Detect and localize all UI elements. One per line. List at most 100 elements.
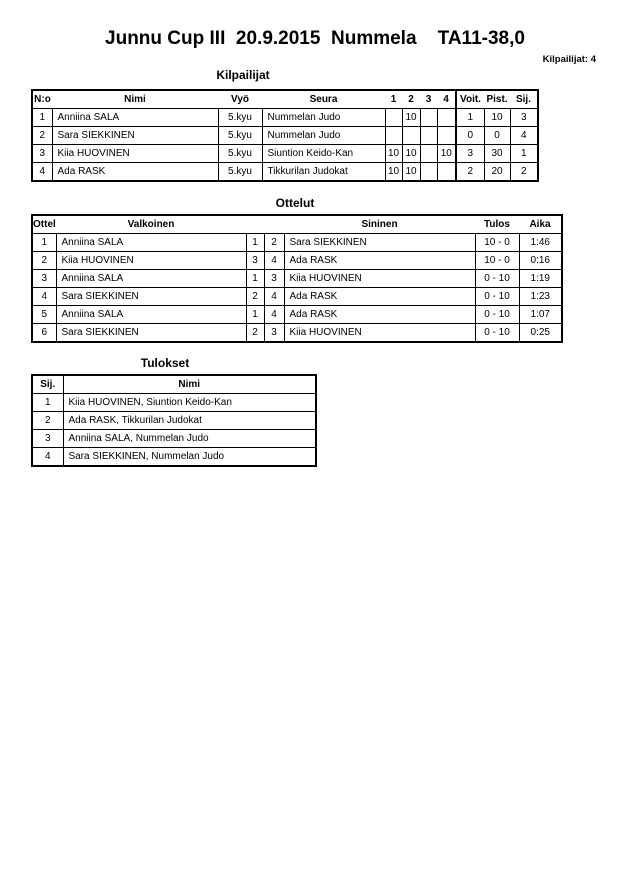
table-cell: 10 - 0 [474,251,520,270]
table-cell [419,126,438,145]
table-cell: Anniina SALA, Nummelan Judo [62,429,317,448]
table-cell: 2 [509,162,539,182]
table-cell: 2 [31,251,57,270]
table-cell: 0 [483,126,511,145]
table-cell [436,108,457,127]
table-cell: 2 [31,411,64,430]
table-cell: 5.kyu [217,162,263,182]
table-cell: 4 [263,305,285,324]
table-cell: Kiia HUOVINEN [283,269,476,288]
competitor-count: Kilpailijat: 4 [542,54,596,65]
table-cell: Anniina SALA [51,108,219,127]
table-cell: Ada RASK, Tikkurilan Judokat [62,411,317,430]
matches-header-row: Ottelu Valkoinen Sininen Tulos Aika [32,215,562,234]
table-cell: Kiia HUOVINEN, Siuntion Keido-Kan [62,393,317,412]
table-cell: Sara SIEKKINEN [283,233,476,252]
table-cell: 1:07 [518,305,563,324]
column-header: 2 [408,94,414,105]
table-row: 2 Kiia HUOVINEN 3 4 Ada RASK 10 - 0 0:16 [31,251,563,270]
table-cell: 5.kyu [217,108,263,127]
table-cell: Sara SIEKKINEN [55,287,247,306]
table-cell [419,144,438,163]
table-cell: 1 [31,108,53,127]
table-cell: 1 [509,144,539,163]
table-cell: 0:16 [518,251,563,270]
table-cell: 10 - 0 [474,233,520,252]
competitors-heading: Kilpailijat [216,68,270,82]
table-cell: 3 [263,269,285,288]
table-row: 1 Anniina SALA 5.kyu Nummelan Judo 10 1 10 3 [31,108,539,127]
column-header: Ottelu [33,219,56,230]
column-header [246,215,264,234]
results-table: Sij. Nimi 1 Kiia HUOVINEN, Siuntion Keido-K… [31,374,317,467]
column-header: Sij. [32,375,63,394]
column-header [264,215,284,234]
table-cell: 10 [384,144,403,163]
table-cell: 10 [401,144,421,163]
table-cell: 0 [455,126,485,145]
table-row: 3 Kiia HUOVINEN 5.kyu Siuntion Keido-Kan 10 1… [31,144,539,163]
table-cell: 3 [509,108,539,127]
table-cell: 4 [31,447,64,467]
column-header: 4 [443,94,449,105]
table-cell: 10 [401,108,421,127]
page-title: Junnu Cup III 20.9.2015 Nummela TA11-38,… [105,28,525,49]
column-header: Nimi [62,375,316,394]
table-cell [419,108,438,127]
competitors-header-row: N:o Nimi Vyö Seura 1 2 3 4 Voit. Pist. Sij. [32,90,538,109]
column-header: Tulos [484,219,510,230]
column-header: N:o [34,94,51,105]
table-cell [384,108,403,127]
column-header: Vyö [231,94,249,105]
table-cell: 4 [31,162,53,182]
table-cell: 3 [31,269,57,288]
table-cell: 0 - 10 [474,269,520,288]
table-cell: 2 [31,126,53,145]
table-cell: Kiia HUOVINEN [283,323,476,343]
table-cell: 6 [31,323,57,343]
column-header: Sij. [515,94,531,105]
table-row: 5 Anniina SALA 1 4 Ada RASK 0 - 10 1:07 [31,305,563,324]
table-cell: 20 [483,162,511,182]
table-cell: 3 [31,429,64,448]
table-cell: 10 [483,108,511,127]
results-heading: Tulokset [140,356,190,370]
table-cell: 1 [31,393,64,412]
matches-heading: Ottelut [275,196,315,210]
table-cell: 3 [455,144,485,163]
table-cell: 0 - 10 [474,287,520,306]
table-cell: 1 [31,233,57,252]
matches-table: OtteluValkoinenSininenTulosAika1Anniina … [31,214,563,343]
table-cell: 10 [436,144,457,163]
column-header: Sininen [361,219,398,230]
table-cell: 5.kyu [217,144,263,163]
table-row: 3 Anniina SALA, Nummelan Judo [31,429,317,448]
table-cell: Ada RASK [283,251,476,270]
column-header: Nimi [124,94,146,105]
table-cell: Sara SIEKKINEN [55,323,247,343]
table-cell: Tikkurilan Judokat [261,162,386,182]
table-cell: 4 [31,287,57,306]
table-cell: 10 [401,162,421,182]
table-cell: 4 [509,126,539,145]
table-cell: 0:25 [518,323,563,343]
table-cell: 5.kyu [217,126,263,145]
table-cell: 2 [455,162,485,182]
table-cell: 1 [245,233,265,252]
table-cell: 4 [263,287,285,306]
column-header: 3 [425,94,432,105]
competitors-table: N:o Nimi Vyö Seura 1 2 3 4 Voit. Pist. Sij. 1 Anniin… [31,89,539,182]
table-cell: 1 [455,108,485,127]
table-cell [436,162,457,182]
table-cell [384,126,403,145]
table-row: 2 Ada RASK, Tikkurilan Judokat [31,411,317,430]
table-cell: 1:23 [518,287,563,306]
table-row: 4 Sara SIEKKINEN 2 4 Ada RASK 0 - 10 1:23 [31,287,563,306]
table-cell: 0 - 10 [474,323,520,343]
table-cell: 2 [263,233,285,252]
table-cell: Sara SIEKKINEN, Nummelan Judo [62,447,317,467]
table-cell [436,126,457,145]
column-header: Seura [309,94,338,105]
table-cell: Nummelan Judo [261,108,386,127]
